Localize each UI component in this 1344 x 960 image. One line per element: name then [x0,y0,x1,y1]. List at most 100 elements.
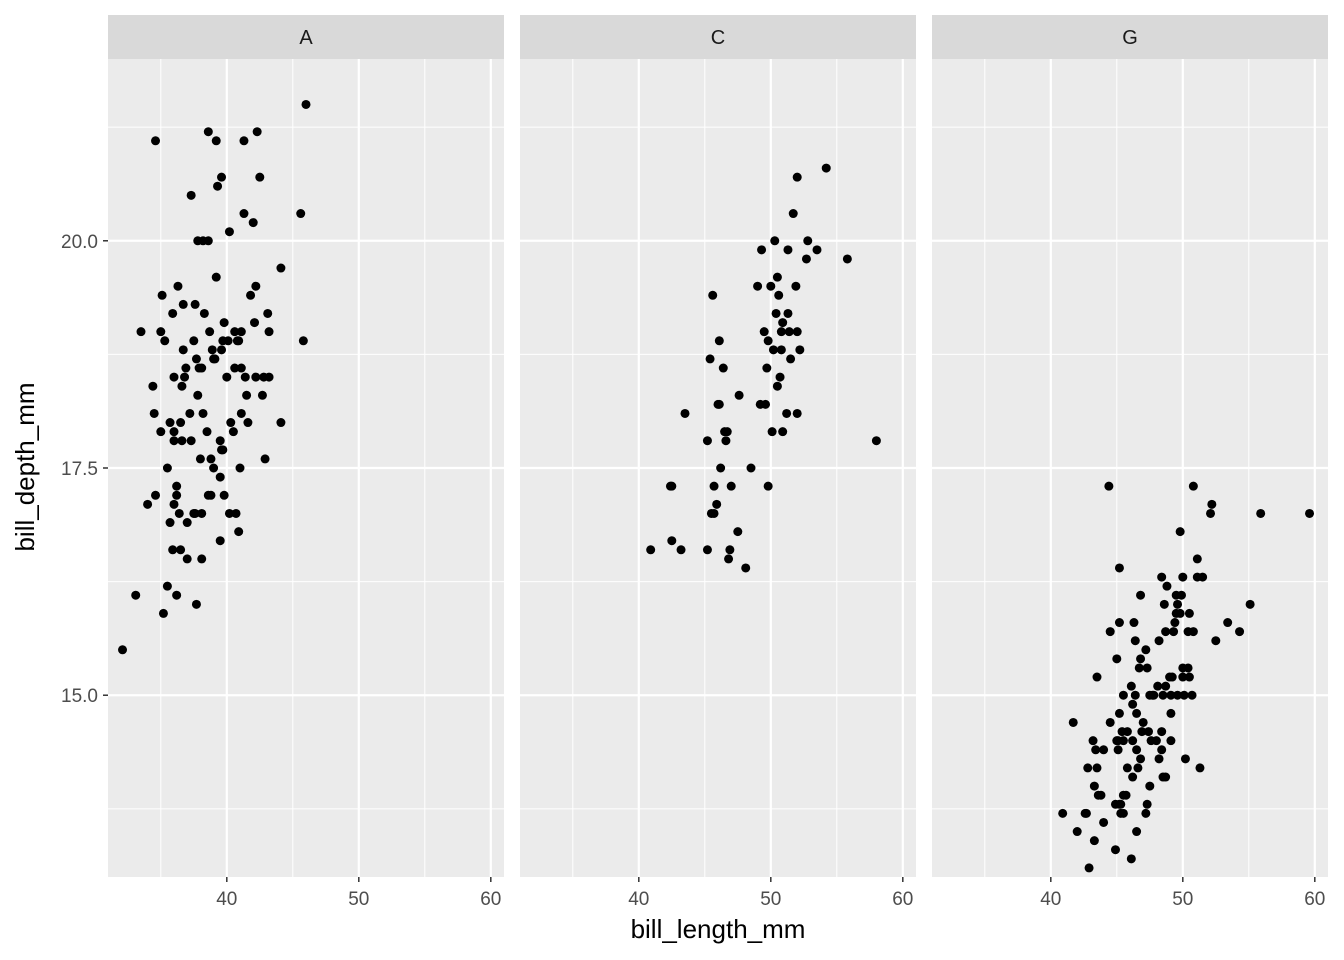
data-point [667,536,677,546]
data-point [812,245,822,255]
data-point [1089,781,1099,791]
data-point [160,336,170,346]
x-tick-label: 60 [480,889,501,910]
data-point [197,508,207,518]
data-point [162,581,172,591]
data-point [189,508,199,518]
data-point [801,254,811,264]
data-point [1072,827,1082,837]
data-point [771,308,781,318]
data-point [181,363,191,373]
data-point [211,272,221,282]
data-point [1126,854,1136,864]
data-point [251,372,261,382]
data-point [778,427,788,437]
data-point [1173,599,1183,609]
data-point [714,399,724,409]
data-point [136,327,146,337]
data-point [1158,690,1168,700]
data-point [795,345,805,355]
facet-panel-a: A 40 50 60 [108,15,504,910]
data-point [189,336,199,346]
data-point [1091,745,1101,755]
data-point [1157,745,1167,755]
data-point [172,490,182,500]
data-point [718,363,728,373]
data-point [231,508,241,518]
data-point [733,527,743,537]
data-point [1141,645,1151,655]
data-point [203,127,213,137]
y-tick-label: 20.0 [61,232,98,253]
data-point [776,327,786,337]
data-point [734,390,744,400]
x-tick-label: 40 [628,889,649,910]
x-tick-label: 40 [216,889,237,910]
data-point [217,172,227,182]
data-point [767,427,777,437]
data-point [716,463,726,473]
facet-strip [520,15,916,59]
data-point [236,363,246,373]
data-point [746,463,756,473]
data-point [1166,736,1176,746]
data-point [178,345,188,355]
data-point [768,345,778,355]
data-point [788,209,798,219]
data-point [1223,618,1233,628]
data-point [1149,690,1159,700]
data-point [1114,708,1124,718]
data-point [215,472,225,482]
data-point [250,318,260,328]
data-point [782,408,792,418]
data-point [1157,727,1167,737]
data-point [1138,717,1148,727]
data-point [791,281,801,291]
data-point [1137,727,1147,737]
data-point [197,554,207,564]
data-point [151,136,161,146]
data-point [667,481,677,491]
data-point [1154,754,1164,764]
data-point [234,527,244,537]
data-point [172,590,182,600]
data-point [224,508,234,518]
data-point [1136,654,1146,664]
data-point [766,281,776,291]
facet-panel-g: G 40 50 60 [932,15,1328,910]
data-point [156,327,166,337]
data-point [148,381,158,391]
data-point [772,272,782,282]
data-point [1130,636,1140,646]
data-point [217,345,227,355]
data-point [770,236,780,246]
data-point [228,427,238,437]
data-point [722,427,732,437]
data-point [1105,717,1115,727]
data-point [1128,772,1138,782]
data-point [168,308,178,318]
data-point [1118,736,1128,746]
data-point [1132,745,1142,755]
data-point [157,290,167,300]
data-point [178,299,188,309]
data-point [1110,845,1120,855]
data-point [186,436,196,446]
data-point [1092,763,1102,773]
facet-strip-label: A [299,27,313,49]
data-point [1134,663,1144,673]
data-point [1178,672,1188,682]
data-point [1151,736,1161,746]
data-point [1256,508,1266,518]
x-tick-label: 50 [1172,889,1193,910]
data-point [1083,763,1093,773]
data-point [296,209,306,219]
data-point [1179,690,1189,700]
data-point [1143,727,1153,737]
data-point [223,336,233,346]
data-point [172,481,182,491]
data-point [239,136,249,146]
data-point [1145,781,1155,791]
data-point [776,345,786,355]
data-point [725,545,735,555]
